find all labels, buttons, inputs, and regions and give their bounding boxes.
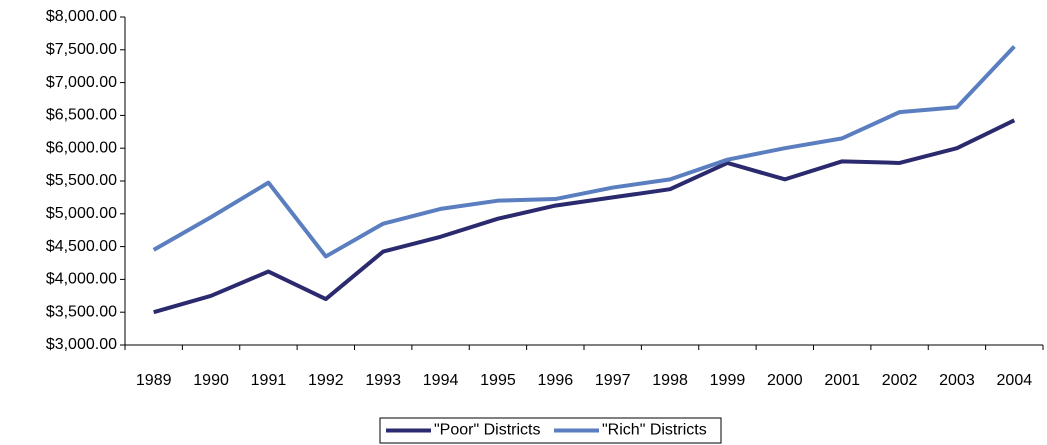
y-tick-label: $3,500.00 bbox=[46, 303, 117, 320]
y-tick-label: $3,000.00 bbox=[46, 336, 117, 353]
y-tick-label: $7,500.00 bbox=[46, 41, 117, 58]
y-tick-label: $5,500.00 bbox=[46, 172, 117, 189]
y-tick-label: $4,500.00 bbox=[46, 238, 117, 255]
series-line bbox=[153, 118, 1016, 315]
x-tick-label: 1996 bbox=[538, 372, 574, 389]
x-tick-label: 2003 bbox=[939, 372, 975, 389]
x-tick-label: 2000 bbox=[767, 372, 803, 389]
x-tick-label: 2002 bbox=[882, 372, 918, 389]
legend-box bbox=[379, 417, 722, 444]
x-tick-label: 1990 bbox=[193, 372, 229, 389]
y-tick-label: $4,000.00 bbox=[46, 271, 117, 288]
legend-label: "Rich" Districts bbox=[602, 422, 707, 439]
y-tick-label: $6,000.00 bbox=[46, 139, 117, 156]
series-line bbox=[152, 45, 1016, 259]
y-tick-label: $6,500.00 bbox=[46, 107, 117, 124]
y-tick-label: $7,000.00 bbox=[46, 74, 117, 91]
x-tick-label: 1994 bbox=[423, 372, 459, 389]
x-tick-label: 1992 bbox=[308, 372, 344, 389]
x-tick-label: 2001 bbox=[824, 372, 860, 389]
y-tick-label: $5,000.00 bbox=[46, 205, 117, 222]
x-tick-label: 1993 bbox=[365, 372, 401, 389]
x-tick-label: 1989 bbox=[136, 372, 172, 389]
y-tick-label: $8,000.00 bbox=[46, 8, 117, 25]
x-tick-label: 1997 bbox=[595, 372, 631, 389]
x-tick-label: 2004 bbox=[997, 372, 1033, 389]
x-tick-label: 1998 bbox=[652, 372, 688, 389]
x-tick-label: 1991 bbox=[251, 372, 287, 389]
legend-label: "Poor" Districts bbox=[434, 422, 540, 439]
x-tick-label: 1999 bbox=[710, 372, 746, 389]
x-tick-label: 1995 bbox=[480, 372, 516, 389]
